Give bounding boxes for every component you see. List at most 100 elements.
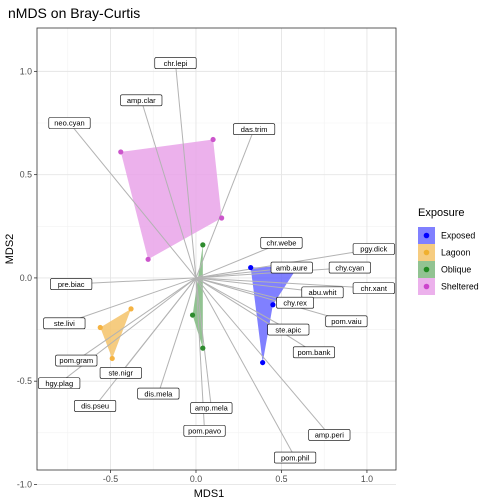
species-label-box	[48, 117, 91, 129]
label-pom-bank: pom.bank	[292, 346, 335, 359]
segment-abu-whit	[195, 277, 323, 293]
segment-pom-vaiu	[195, 277, 347, 322]
y-tick-label: 0.0	[20, 273, 32, 283]
gridlines	[37, 28, 396, 485]
species-label-box	[38, 377, 81, 390]
species-label-box	[276, 296, 314, 309]
label-abu-whit: abu.whit	[301, 286, 344, 299]
species-label-box	[301, 286, 344, 299]
species-label-text: chr.lepi	[164, 59, 188, 68]
plot-background	[37, 28, 396, 470]
label-chr-webe: chr.webe	[260, 237, 303, 249]
legend-title: Exposure	[418, 207, 464, 219]
species-labels: chr.lepi amp.clar neo.cyan das.trim chr.webe…	[38, 57, 395, 464]
legend-label-oblique: Oblique	[441, 265, 471, 275]
label-ste-nigr: ste.nigr	[99, 367, 142, 379]
species-label-text: amb.aure	[276, 263, 308, 272]
segment-amp-mela	[195, 277, 212, 409]
point-oblique	[189, 312, 196, 318]
point-lagoon	[97, 324, 103, 331]
species-label-text: dis.mela	[144, 389, 173, 398]
x-axis-title: MDS1	[194, 488, 225, 500]
species-label-text: chy.cyan	[335, 263, 364, 272]
legend-label-sheltered: Sheltered	[441, 282, 479, 292]
species-label-box	[233, 123, 276, 136]
label-chr-xant: chr.xant	[352, 282, 395, 295]
point-sheltered	[145, 256, 151, 262]
legend: Exposure Exposed Lagoon Oblique Sheltered	[418, 207, 479, 295]
species-label-box	[328, 261, 371, 274]
panel-border	[36, 27, 397, 471]
segment-amp-peri	[195, 277, 330, 436]
axes: -0.5 0.0 0.5 1.0 -1.0 -0.5 0.0 0.5 1.0	[17, 27, 397, 489]
label-pom-pavo: pom.pavo	[183, 424, 226, 437]
legend-dot-lagoon	[423, 249, 430, 256]
label-pre-biac: pre.biac	[50, 278, 93, 290]
plot-panel	[37, 28, 396, 470]
label-pom-phil: pom.phil	[274, 451, 317, 464]
x-tick-label: 1.0	[361, 474, 373, 484]
species-label-box	[260, 237, 303, 249]
y-axis-title: MDS2	[4, 234, 16, 265]
label-amp-clar: amp.clar	[120, 94, 163, 107]
y-tick-label: -0.5	[17, 376, 32, 386]
species-label-text: chr.xant	[361, 284, 388, 293]
label-ste-apic: ste.apic	[267, 323, 310, 336]
species-label-text: pom.vaiu	[331, 317, 361, 326]
label-pom-vaiu: pom.vaiu	[325, 315, 368, 328]
label-amp-peri: amp.peri	[308, 429, 351, 441]
label-chy-cyan: chy.cyan	[328, 261, 371, 274]
species-label-box	[183, 424, 226, 437]
species-label-box	[308, 429, 351, 441]
point-exposed	[248, 264, 254, 271]
species-label-box	[274, 451, 317, 464]
species-label-text: pom.pavo	[188, 426, 221, 435]
segment-chr-lepi	[174, 63, 197, 278]
y-tick-label: -1.0	[17, 479, 32, 489]
legend-dot-oblique	[423, 266, 430, 273]
species-label-text: pom.gram	[59, 356, 93, 365]
segment-ste-livi	[64, 277, 197, 324]
species-label-text: pre.biac	[58, 280, 85, 289]
x-tick-label: 0.5	[275, 474, 287, 484]
segment-amp-clar	[140, 100, 197, 279]
label-chr-lepi: chr.lepi	[154, 57, 197, 69]
point-sheltered	[210, 136, 216, 143]
point-exposed	[260, 359, 266, 366]
point-oblique	[200, 345, 206, 351]
point-sheltered	[118, 149, 124, 155]
point-exposed	[270, 302, 276, 308]
label-amb-aure: amb.aure	[270, 261, 313, 274]
species-label-text: chr.webe	[266, 239, 296, 248]
label-ste-livi: ste.livi	[43, 317, 86, 330]
label-chy-rex: chy.rex	[276, 296, 314, 309]
species-label-box	[43, 317, 86, 330]
legend-dot-sheltered	[423, 283, 430, 290]
species-label-box	[120, 94, 163, 107]
species-label-text: amp.peri	[315, 431, 345, 440]
species-label-box	[352, 243, 395, 255]
segment-chr-webe	[195, 242, 282, 279]
point-lagoon	[128, 306, 134, 312]
species-label-box	[325, 315, 368, 328]
species-label-box	[292, 346, 335, 359]
segment-ste-apic	[195, 277, 289, 330]
hull-sheltered	[120, 139, 222, 260]
label-das-trim: das.trim	[233, 123, 276, 136]
species-label-text: hgy.plag	[45, 379, 73, 388]
legend-label-exposed: Exposed	[441, 231, 475, 241]
species-label-text: ste.nigr	[108, 369, 133, 378]
x-tick-label: -0.5	[103, 474, 118, 484]
point-oblique	[200, 242, 206, 248]
segment-pom-phil	[195, 277, 296, 458]
label-dis-mela: dis.mela	[137, 387, 180, 400]
species-label-box	[99, 367, 142, 379]
species-label-box	[352, 282, 395, 295]
species-label-text: amp.mela	[195, 404, 229, 413]
segment-das-trim	[195, 129, 255, 279]
label-amp-mela: amp.mela	[190, 402, 233, 414]
species-label-box	[270, 261, 313, 274]
point-sheltered	[219, 215, 225, 221]
label-pgy-dick: pgy.dick	[352, 243, 395, 255]
